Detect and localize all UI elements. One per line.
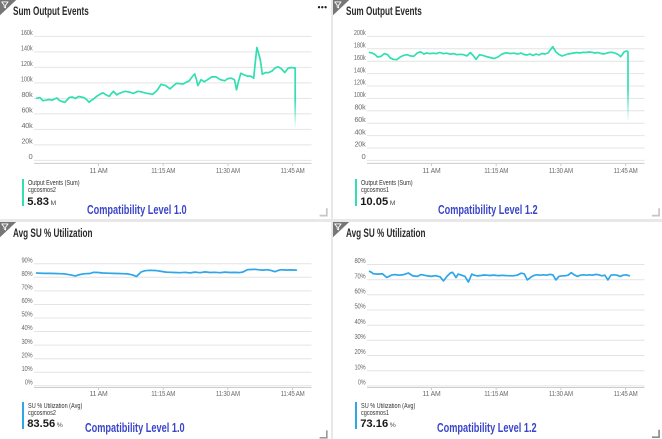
svg-text:11 AM: 11 AM [90,391,108,398]
svg-text:40k: 40k [355,129,367,136]
svg-text:11:15 AM: 11:15 AM [151,391,175,398]
svg-text:11:30 AM: 11:30 AM [549,168,573,175]
svg-text:100k: 100k [21,77,33,84]
svg-text:20%: 20% [355,349,366,356]
svg-text:10%: 10% [355,364,366,371]
svg-text:70%: 70% [355,273,366,280]
svg-text:0%: 0% [358,379,366,386]
svg-text:160k: 160k [21,30,33,37]
svg-text:11:15 AM: 11:15 AM [484,168,508,175]
svg-text:140k: 140k [21,46,33,53]
svg-text:60k: 60k [355,117,367,124]
svg-text:90%: 90% [22,257,33,264]
svg-text:80k: 80k [355,105,367,112]
svg-text:80%: 80% [355,258,366,265]
svg-text:200k: 200k [354,30,366,37]
svg-text:30%: 30% [355,334,366,341]
svg-text:100k: 100k [354,92,366,99]
svg-text:60%: 60% [355,288,366,295]
svg-text:11:45 AM: 11:45 AM [281,168,305,175]
svg-text:11:30 AM: 11:30 AM [216,391,240,398]
svg-text:11:45 AM: 11:45 AM [281,391,305,398]
svg-text:11:30 AM: 11:30 AM [216,168,240,175]
svg-text:0%: 0% [25,379,33,386]
svg-text:10%: 10% [22,365,33,372]
svg-text:20%: 20% [22,352,33,359]
svg-text:160k: 160k [354,55,366,62]
svg-text:80%: 80% [22,271,33,278]
svg-text:0: 0 [362,154,366,161]
svg-text:80k: 80k [22,92,34,99]
svg-text:11 AM: 11 AM [90,168,108,175]
svg-text:60k: 60k [22,108,34,115]
svg-text:11:45 AM: 11:45 AM [614,391,638,398]
svg-text:11:30 AM: 11:30 AM [549,391,573,398]
svg-text:0: 0 [29,154,33,161]
svg-text:11:15 AM: 11:15 AM [484,391,508,398]
svg-text:50%: 50% [22,311,33,318]
svg-text:180k: 180k [354,43,366,50]
svg-text:11:15 AM: 11:15 AM [151,168,175,175]
svg-text:70%: 70% [22,284,33,291]
svg-text:40%: 40% [22,325,33,332]
svg-text:40k: 40k [22,123,34,130]
svg-text:11:45 AM: 11:45 AM [614,168,638,175]
svg-text:20k: 20k [355,142,367,149]
svg-text:140k: 140k [354,67,366,74]
svg-text:120k: 120k [21,61,33,68]
svg-text:11 AM: 11 AM [423,168,441,175]
svg-text:20k: 20k [22,139,34,146]
svg-text:120k: 120k [354,80,366,87]
svg-text:40%: 40% [355,318,366,325]
svg-text:50%: 50% [355,303,366,310]
svg-text:11 AM: 11 AM [423,391,441,398]
svg-text:60%: 60% [22,298,33,305]
svg-text:30%: 30% [22,338,33,345]
